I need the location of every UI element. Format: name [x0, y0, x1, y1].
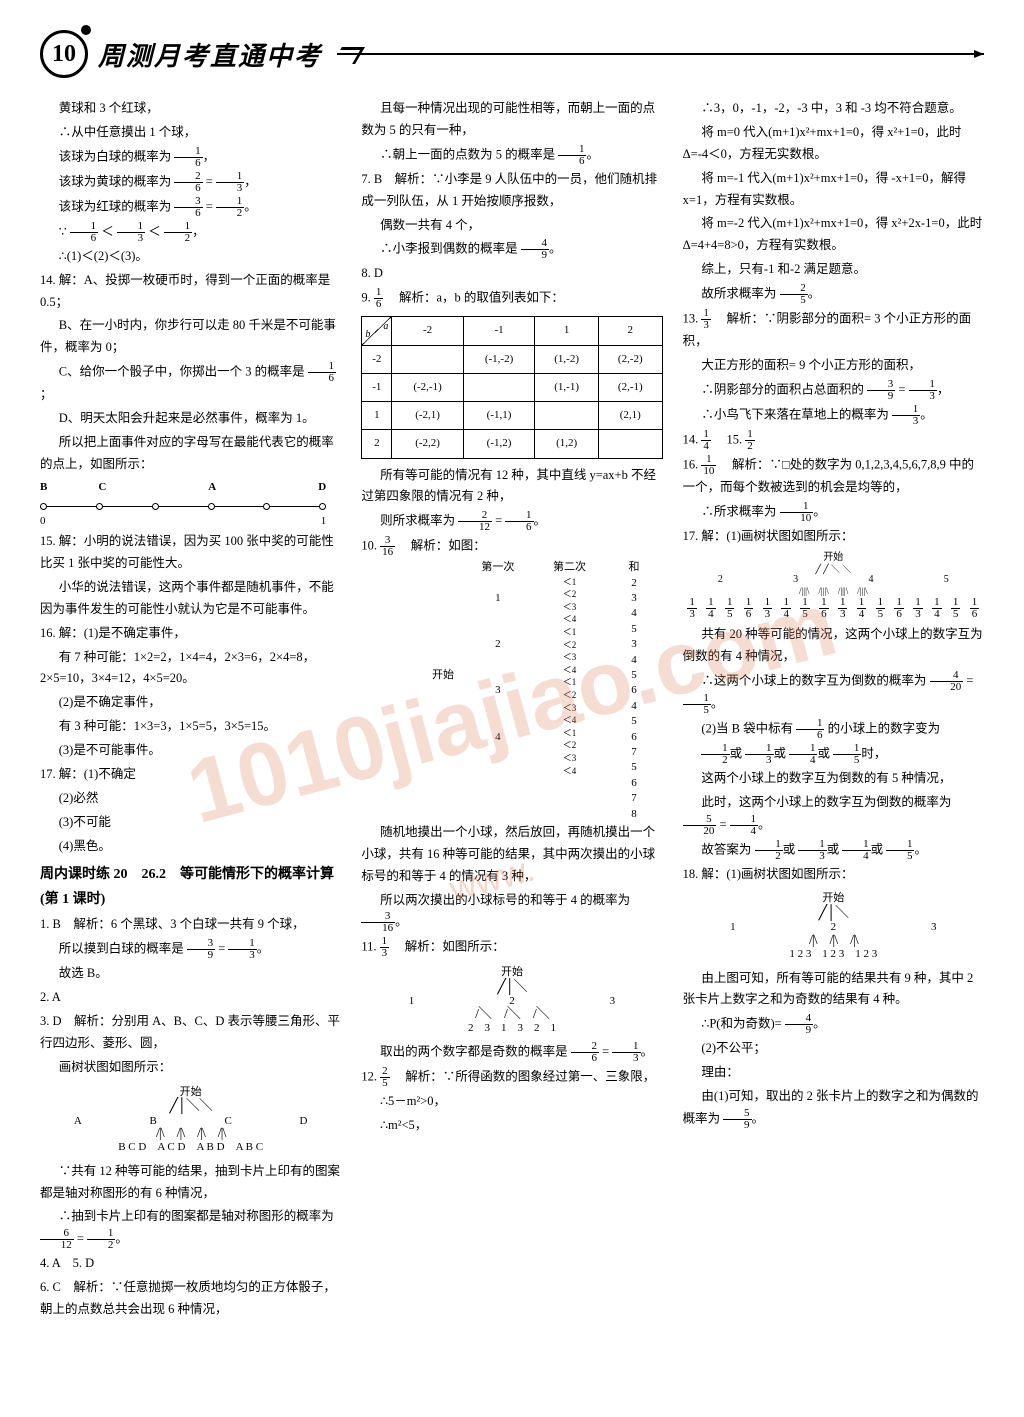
text: ∵共有 12 种等可能的结果，抽到卡片上印有的图案都是轴对称图形的有 6 种情况…: [40, 1161, 341, 1205]
text: 画树状图如图所示：: [40, 1057, 341, 1079]
page-header: 10 周测月考直通中考: [40, 30, 984, 78]
column-1: 黄球和 3 个红球， ∴从中任意摸出 1 个球， 该球为白球的概率为 16， 该…: [40, 98, 341, 1323]
text: ∴抽到卡片上印有的图案都是轴对称图形的概率为 612 = 12。: [40, 1206, 341, 1251]
tree-diagram-abcd: 开始 ╱│＼＼ A B C D /|\ /|\ /|\ /|\ B C D A …: [40, 1085, 341, 1155]
tree-diagram-123: 开始 ╱│＼ 1 2 3 /＼ /＼ /＼ 2 3 1 3 2 1: [361, 965, 662, 1035]
text: 这两个小球上的数字互为倒数的有 5 种情况，: [683, 768, 984, 790]
text: 该球为白球的概率为 16，: [40, 146, 341, 169]
text: ∴从中任意摸出 1 个球，: [40, 122, 341, 144]
text: 18. 解：(1)画树状图如图所示：: [683, 864, 984, 886]
text: 15. 解：小明的说法错误，因为买 100 张中奖的可能性比买 1 张中奖的可能…: [40, 531, 341, 575]
text: D、明天太阳会升起来是必然事件，概率为 1。: [40, 408, 341, 430]
text: ∵ 16 ＜ 13 ＜ 12，: [40, 221, 341, 244]
text: ∴这两个小球上的数字互为倒数的概率为 420 = 15。: [683, 670, 984, 716]
text: 6. C 解析：∵任意抛掷一枚质地均匀的正方体骰子，朝上的点数总共会出现 6 种…: [40, 1277, 341, 1321]
text: (2)必然: [40, 788, 341, 810]
tree-diagram-16: 开始 第一次 1 2 3 4 第二次 ＜1 ＜2 ＜3 ＜4 ＜1: [361, 560, 662, 822]
text: 将 m=-1 代入(m+1)x²+mx+1=0，得 -x+1=0，解得 x=1，…: [683, 168, 984, 212]
header-rule: [337, 53, 984, 55]
text: ∴阴影部分的面积占总面积的 39 = 13，: [683, 379, 984, 402]
text: (2)当 B 袋中标有 16 的小球上的数字变为: [683, 718, 984, 741]
text: (3)是不可能事件。: [40, 740, 341, 762]
text: ∴小李报到偶数的概率是 49。: [361, 238, 662, 261]
text: 16. 110 解析：∵□处的数字为 0,1,2,3,4,5,6,7,8,9 中…: [683, 454, 984, 499]
text: 11. 13 解析：如图所示：: [361, 936, 662, 959]
column-2: 且每一种情况出现的可能性相等，而朝上一面的点数为 5 的只有一种， ∴朝上一面的…: [361, 98, 662, 1323]
text: 有 7 种可能：1×2=2，1×4=4，2×3=6，2×4=8，2×5=10，3…: [40, 647, 341, 691]
text: 将 m=0 代入(m+1)x²+mx+1=0，得 x²+1=0，此时 Δ=-4＜…: [683, 122, 984, 166]
text: ∴小鸟飞下来落在草地上的概率为 13。: [683, 404, 984, 427]
text: 所有等可能的情况有 12 种，其中直线 y=ax+b 不经过第四象限的情况有 2…: [361, 465, 662, 509]
text: 取出的两个数字都是奇数的概率是 26 = 13。: [361, 1041, 662, 1064]
text: 故选 B。: [40, 963, 341, 985]
text: 由上图可知，所有等可能的结果共有 9 种，其中 2 张卡片上数字之和为奇数的结果…: [683, 968, 984, 1012]
text: 12. 25 解析：∵所得函数的图象经过第一、三象限，: [361, 1066, 662, 1089]
text: 2. A: [40, 987, 341, 1009]
header-title: 周测月考直通中考: [98, 36, 322, 73]
text: 3. D 解析：分别用 A、B、C、D 表示等腰三角形、平行四边形、菱形、圆，: [40, 1011, 341, 1055]
text: 所以两次摸出的小球标号的和等于 4 的概率为 316。: [361, 890, 662, 935]
text: 10. 316 解析：如图：: [361, 535, 662, 558]
text: 由(1)可知，取出的 2 张卡片上的数字之和为偶数的概率为 59。: [683, 1086, 984, 1131]
text: 则所求概率为 212 = 16。: [361, 510, 662, 533]
content-area: 黄球和 3 个红球， ∴从中任意摸出 1 个球， 该球为白球的概率为 16， 该…: [40, 98, 984, 1323]
text: ∴m²<5，: [361, 1115, 662, 1137]
text: 此时，这两个小球上的数字互为倒数的概率为 520 = 14。: [683, 792, 984, 837]
text: C、给你一个骰子中，你掷出一个 3 的概率是 16；: [40, 361, 341, 406]
text: 14. 解：A、投掷一枚硬币时，得到一个正面的概率是 0.5；: [40, 270, 341, 314]
text: 理由：: [683, 1062, 984, 1084]
text: B、在一小时内，你步行可以走 80 千米是不可能事件，概率为 0；: [40, 315, 341, 359]
text: 将 m=-2 代入(m+1)x²+mx+1=0，得 x²+2x-1=0，此时 Δ…: [683, 213, 984, 257]
text: 大正方形的面积= 9 个小正方形的面积，: [683, 355, 984, 377]
text: 17. 解：(1)不确定: [40, 764, 341, 786]
text: 且每一种情况出现的可能性相等，而朝上一面的点数为 5 的只有一种，: [361, 98, 662, 142]
text: 4. A 5. D: [40, 1253, 341, 1275]
ab-table: ab -2 -1 1 2 -2(-1,-2)(1,-2)(2,-2) -1(-2…: [361, 316, 662, 458]
number-line: [40, 503, 326, 510]
text: 7. B 解析：∵小李是 9 人队伍中的一员，他们随机排成一列队伍，从 1 开始…: [361, 169, 662, 213]
text: ∴(1)＜(2)＜(3)。: [40, 246, 341, 268]
text: ∴3，0，-1，-2，-3 中，3 和 -3 均不符合题意。: [683, 98, 984, 120]
text: 8. D: [361, 263, 662, 285]
text: 16. 解：(1)是不确定事件，: [40, 623, 341, 645]
text: 故所求概率为 25。: [683, 283, 984, 306]
text: ∴朝上一面的点数为 5 的概率是 16。: [361, 144, 662, 167]
text: (2)是不确定事件，: [40, 692, 341, 714]
tree-diagram-q18: 开始 ╱│＼ 1 2 3 /|\ /|\ /|\ 1 2 3 1 2 3 1 2…: [683, 891, 984, 961]
text: 1. B 解析：6 个黑球、3 个白球一共有 9 个球，: [40, 914, 341, 936]
text: (3)不可能: [40, 812, 341, 834]
text: 有 3 种可能：1×3=3，1×5=5，3×5=15。: [40, 716, 341, 738]
numline-labels-top: B C A D: [40, 478, 326, 497]
text: 共有 20 种等可能的情况，这两个小球上的数字互为倒数的有 4 种情况，: [683, 624, 984, 668]
text: 随机地摸出一个小球，然后放回，再随机摸出一个小球，共有 16 种等可能的结果，其…: [361, 822, 662, 888]
text: 故答案为 12或 13或 14或 15。: [683, 839, 984, 862]
text: 13. 13 解析：∵阴影部分的面积= 3 个小正方形的面积，: [683, 308, 984, 353]
numline-labels-bottom: 0 1: [40, 512, 326, 531]
text: 小华的说法错误，这两个事件都是随机事件，不能因为事件发生的可能性小就认为它是不可…: [40, 577, 341, 621]
text: 该球为黄球的概率为 26 = 13，: [40, 171, 341, 194]
text: 9. 16 解析：a，b 的取值列表如下：: [361, 287, 662, 310]
text: 偶数一共有 4 个，: [361, 215, 662, 237]
text: 该球为红球的概率为 36 = 12。: [40, 196, 341, 219]
text: 17. 解：(1)画树状图如图所示：: [683, 526, 984, 548]
text: 12或 13或 14或 15时，: [683, 743, 984, 766]
tree-diagram-2345: 开始 ╱ ╱ ＼ ＼ 2 3 4 5 /|||\ /|||\ /|||\ /||…: [683, 552, 984, 621]
text: (2)不公平；: [683, 1038, 984, 1060]
text: 黄球和 3 个红球，: [40, 98, 341, 120]
column-3: ∴3，0，-1，-2，-3 中，3 和 -3 均不符合题意。 将 m=0 代入(…: [683, 98, 984, 1323]
section-title: 周内课时练 20 26.2 等可能情形下的概率计算(第 1 课时): [40, 863, 341, 912]
text: (4)黑色。: [40, 836, 341, 858]
text: ∴所求概率为 110。: [683, 501, 984, 524]
page-number-badge: 10: [40, 30, 88, 78]
text: 所以摸到白球的概率是 39 = 13。: [40, 938, 341, 961]
text: 所以把上面事件对应的字母写在最能代表它的概率的点上，如图所示：: [40, 432, 341, 476]
text: 综上，只有-1 和-2 满足题意。: [683, 259, 984, 281]
text: ∴P(和为奇数)= 49。: [683, 1013, 984, 1036]
text: 14. 14 15. 12: [683, 429, 984, 452]
text: ∴5－m²>0，: [361, 1091, 662, 1113]
